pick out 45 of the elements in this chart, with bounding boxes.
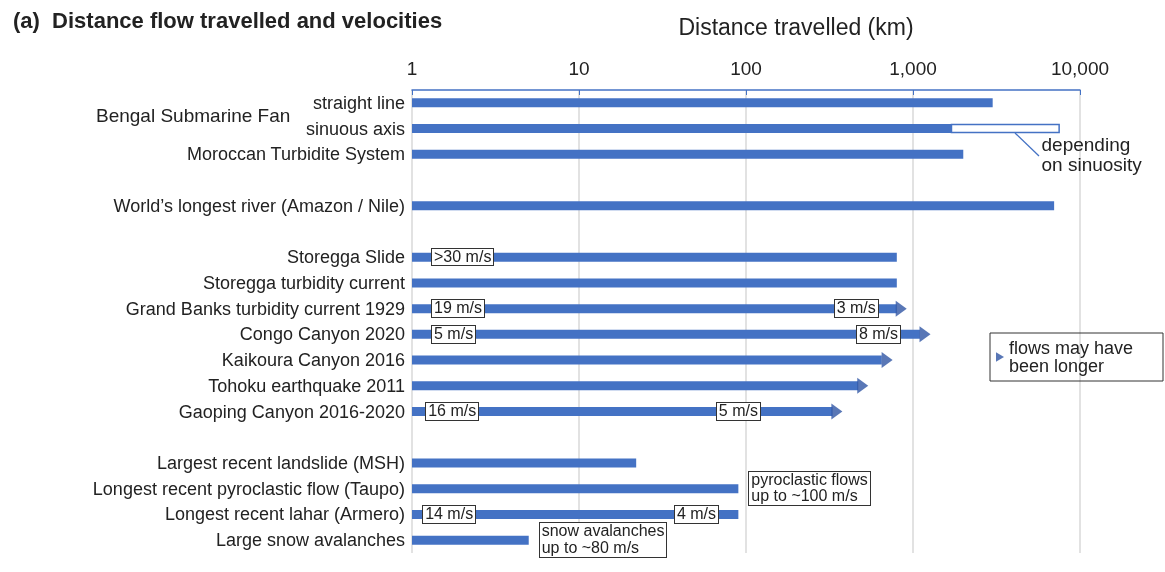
annotation: snow avalanches up to ~80 m/s <box>538 522 668 558</box>
y-tick-label: Longest recent pyroclastic flow (Taupo) <box>92 478 405 499</box>
x-tick-label: 10,000 <box>1050 58 1110 79</box>
text: Bengal Submarine Fan <box>96 104 291 126</box>
bar <box>412 458 637 468</box>
annotation: 5 m/s <box>431 324 477 344</box>
bar <box>412 201 1055 211</box>
text: (a) Distance flow travelled and velocities <box>13 7 443 33</box>
bar <box>412 278 897 288</box>
x-axis-title: Distance travelled (km) <box>678 13 914 40</box>
y-tick-label: Longest recent lahar (Armero) <box>164 504 405 525</box>
annotation: 3 m/s <box>833 299 879 318</box>
y-tick-label: World’s longest river (Amazon / Nile) <box>113 195 405 216</box>
bar <box>412 381 859 391</box>
y-tick-label: Grand Banks turbidity current 1929 <box>125 298 405 319</box>
bar <box>412 98 993 108</box>
y-tick-label: Kaikoura Canyon 2016 <box>221 350 405 371</box>
annotation: 19 m/s <box>431 299 486 318</box>
y-tick-label: Storegga Slide <box>286 247 405 268</box>
x-tick-label: 1 <box>406 58 418 79</box>
annotation: 16 m/s <box>425 402 480 421</box>
x-tick-label: 1,000 <box>889 58 937 79</box>
y-tick-label: Moroccan Turbidite System <box>186 144 405 165</box>
x-tick-label: 100 <box>730 58 762 79</box>
y-tick-label: straight line <box>312 92 405 113</box>
annotation: 4 m/s <box>673 504 719 524</box>
annotation: pyroclastic flows up to ~100 m/s <box>748 470 871 507</box>
y-tick-label: sinuous axis <box>305 118 405 139</box>
bar <box>412 149 964 159</box>
y-tick-label: Tohoku earthquake 2011 <box>208 375 405 396</box>
annotation: >30 m/s <box>431 247 495 267</box>
x-tick-label: 10 <box>568 58 590 79</box>
y-tick-label: Congo Canyon 2020 <box>239 324 405 345</box>
y-tick-label: Large snow avalanches <box>215 530 405 551</box>
annotation: 8 m/s <box>855 324 901 344</box>
annotation: depending on sinuosity <box>1041 133 1142 175</box>
bar <box>412 355 882 365</box>
y-tick-label: Gaoping Canyon 2016-2020 <box>178 401 405 422</box>
bar <box>412 484 739 494</box>
y-tick-label: Storegga turbidity current <box>202 272 405 293</box>
annotation: 5 m/s <box>715 402 761 421</box>
bar <box>412 535 529 545</box>
annotation: 14 m/s <box>422 504 477 524</box>
legend-label: flows may have been longer <box>1009 338 1139 376</box>
y-tick-label: Largest recent landslide (MSH) <box>156 452 405 473</box>
